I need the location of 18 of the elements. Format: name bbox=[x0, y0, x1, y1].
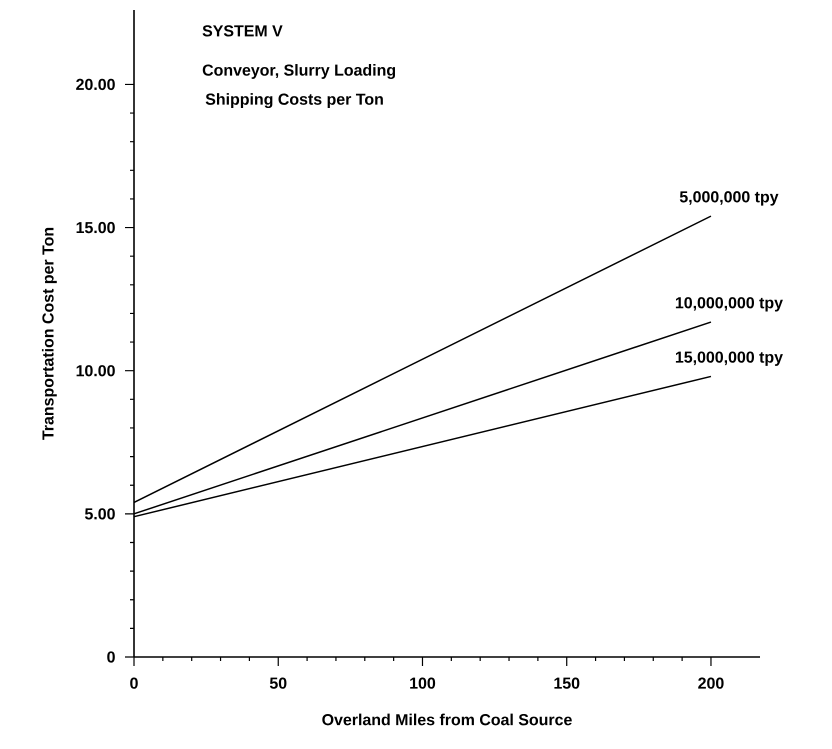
y-tick-label: 15.00 bbox=[76, 222, 115, 234]
text: SYSTEM V bbox=[202, 25, 283, 36]
y-tick-label: 5.00 bbox=[84, 508, 115, 520]
x-tick-label: 50 bbox=[270, 678, 286, 689]
x-tick-label: 0 bbox=[130, 678, 138, 689]
series-label: 15,000,000 tpy bbox=[676, 351, 783, 366]
y-tick-label: 20.00 bbox=[76, 78, 115, 90]
x-tick-label: 200 bbox=[698, 678, 724, 689]
series-label: 10,000,000 tpy bbox=[676, 297, 783, 312]
series-label: 5,000,000 tpy bbox=[680, 191, 778, 206]
y-tick-label: 0 bbox=[107, 651, 115, 663]
x-tick-label: 100 bbox=[410, 678, 436, 689]
y-axis-title: Transportation Cost per Ton bbox=[42, 228, 57, 440]
text: Conveyor, Slurry Loading bbox=[202, 64, 396, 79]
annotation: Shipping Costs per Ton bbox=[206, 93, 383, 108]
y-tick-label: 10.00 bbox=[76, 365, 115, 376]
x-axis-title: Overland Miles from Coal Source bbox=[322, 714, 572, 726]
x-tick-label: 150 bbox=[554, 678, 580, 689]
